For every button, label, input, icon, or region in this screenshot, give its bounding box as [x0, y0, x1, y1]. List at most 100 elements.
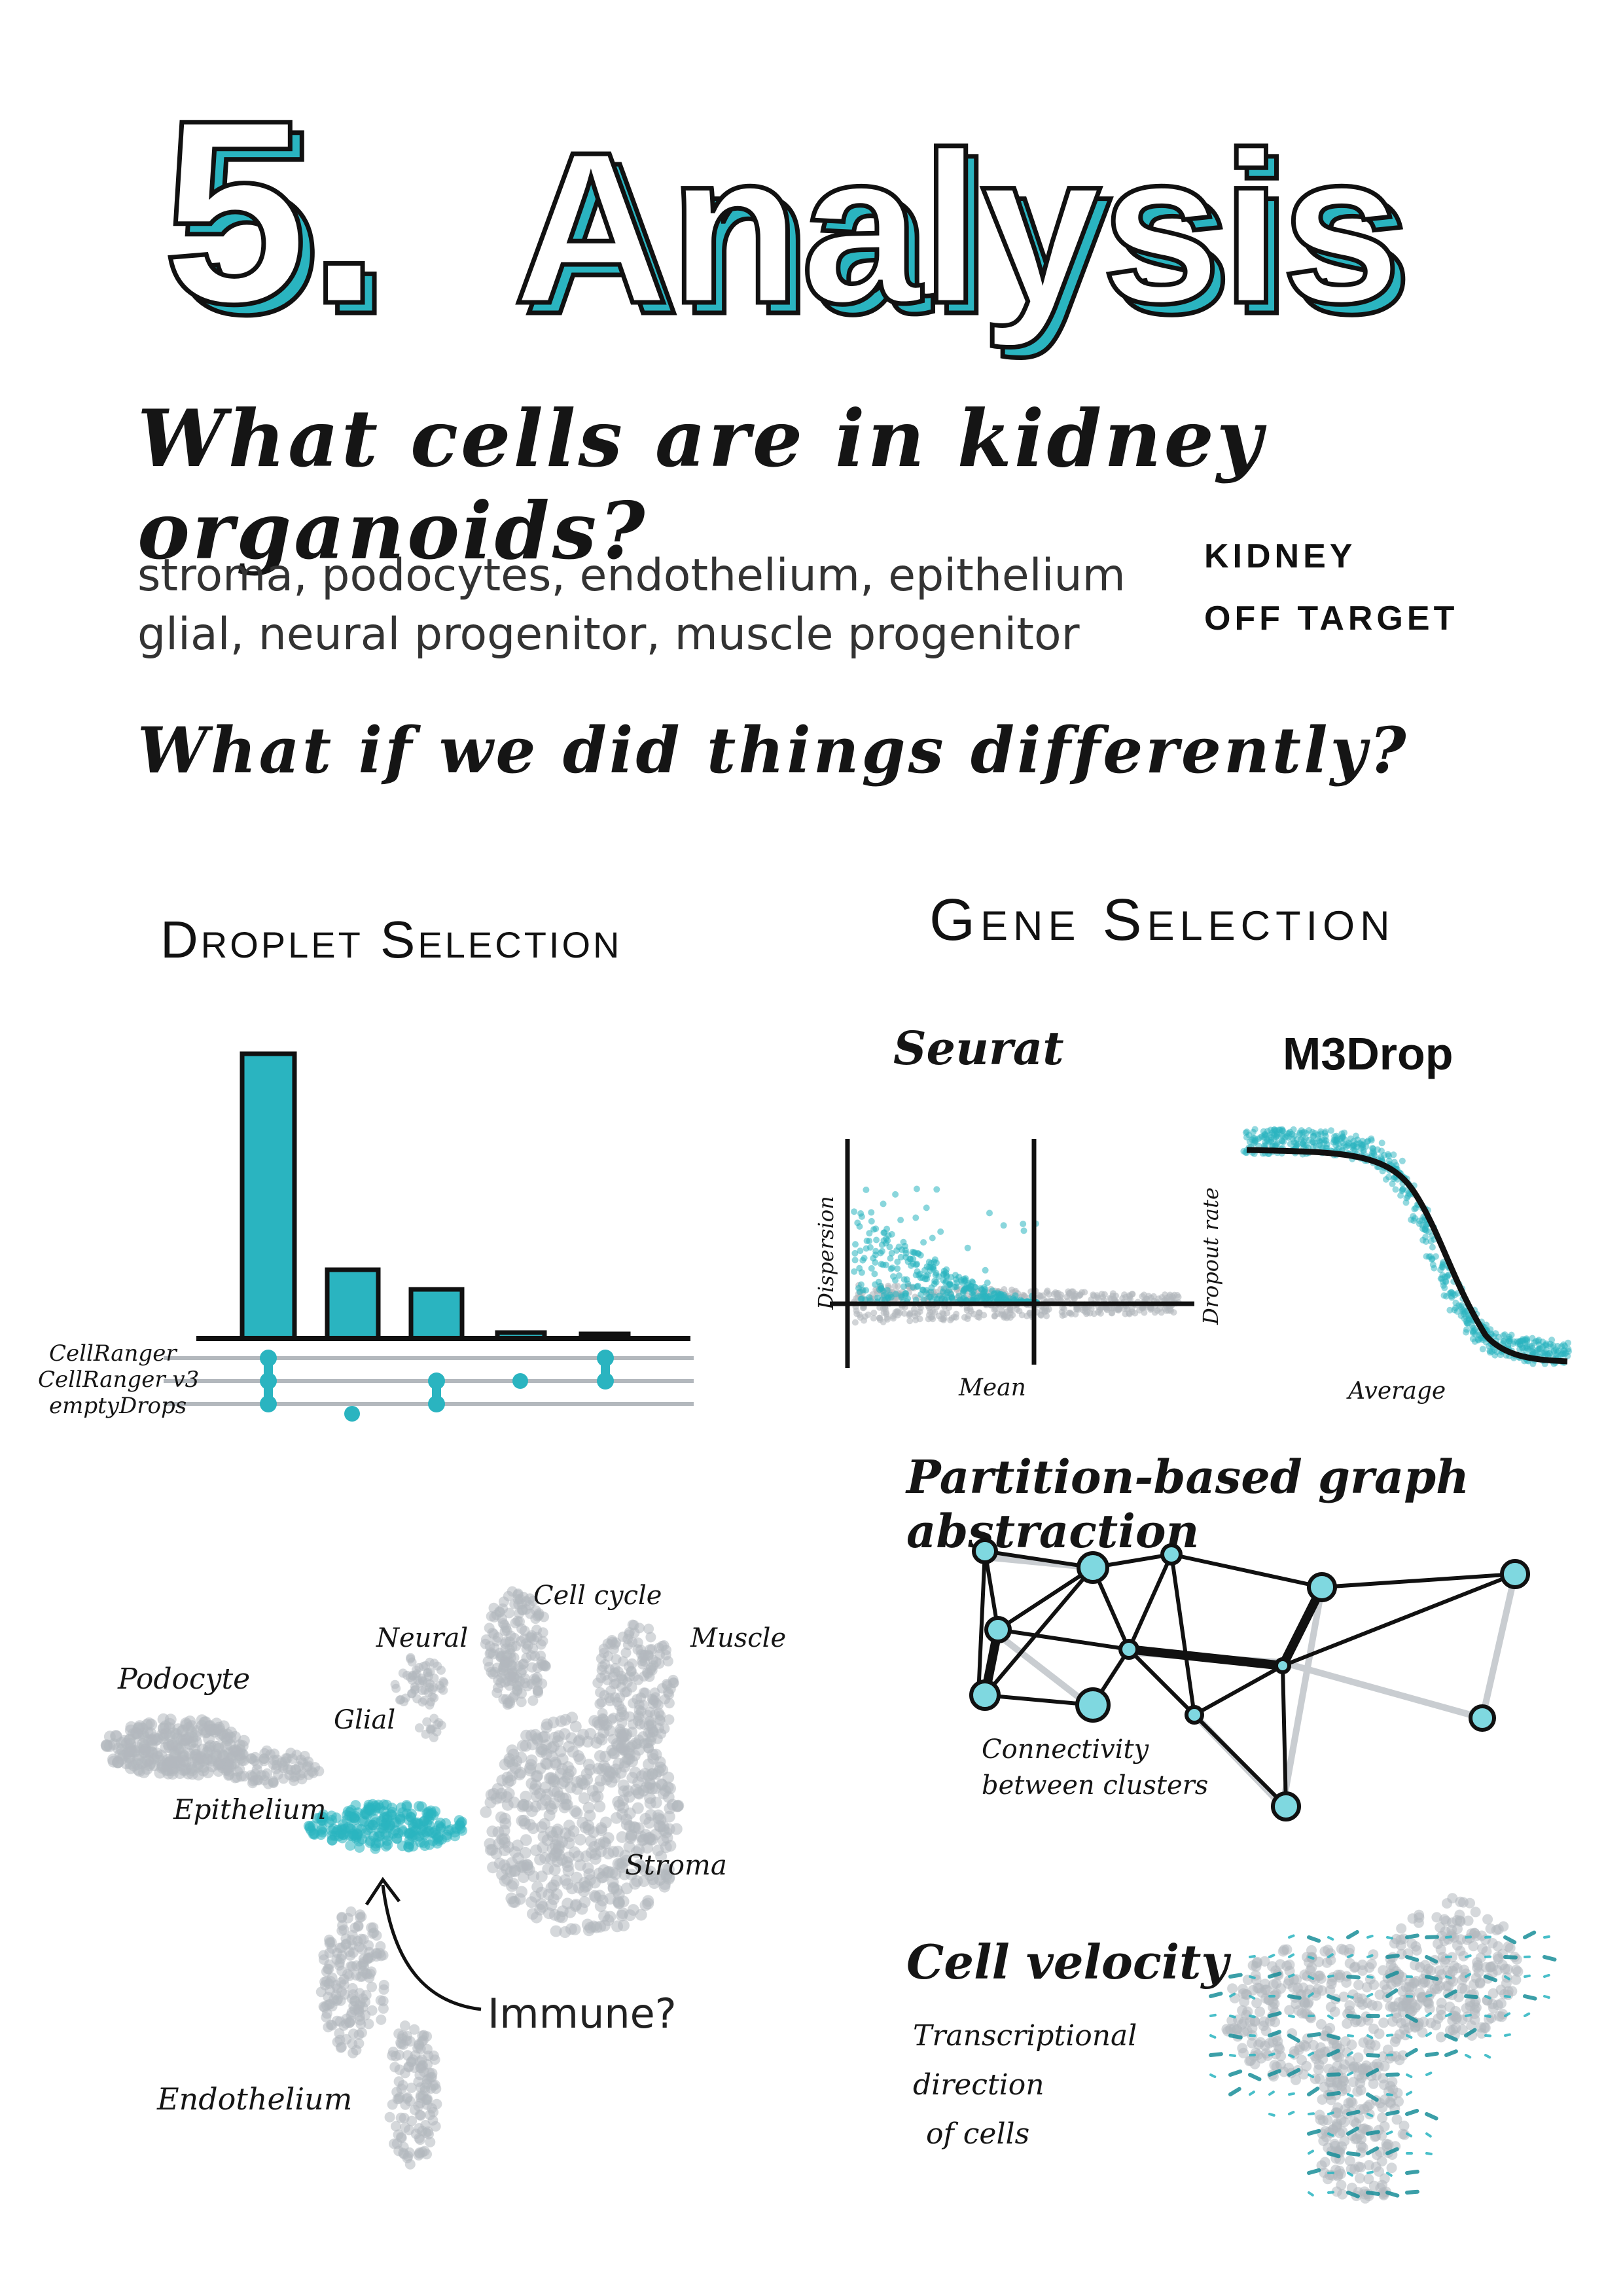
seurat-point	[931, 1309, 938, 1316]
velocity-arrow	[1308, 2191, 1314, 2197]
seurat-hvg-point	[925, 1293, 933, 1300]
velocity-cell	[1284, 2005, 1295, 2016]
velocity-cell	[1260, 2040, 1271, 2051]
seurat-hvg-point	[868, 1217, 875, 1225]
velocity-arrow	[1543, 1955, 1557, 1962]
m3drop-point	[1296, 1131, 1304, 1138]
seurat-hvg-point	[868, 1209, 875, 1216]
m3drop-point	[1389, 1180, 1396, 1187]
paga-edge	[1281, 1572, 1517, 1668]
velocity-cell	[1238, 2047, 1249, 2058]
umap-point-podocyte	[202, 1767, 214, 1778]
seurat-hvg-point	[897, 1253, 904, 1261]
paga-edge	[976, 1549, 987, 1697]
umap-point-podocyte	[137, 1766, 150, 1778]
seurat-point	[1069, 1293, 1076, 1300]
velocity-cell	[1498, 1921, 1509, 1932]
m3drop-point	[1330, 1139, 1337, 1146]
paga-edge	[1127, 1552, 1173, 1651]
seurat-point	[1043, 1307, 1050, 1314]
set-dot	[428, 1372, 445, 1390]
velocity-cell	[1382, 2044, 1393, 2055]
m3drop-point	[1536, 1345, 1543, 1352]
seurat-hvg-point	[1020, 1227, 1027, 1234]
seurat-hvg-point	[851, 1208, 858, 1215]
m3drop-point	[1290, 1126, 1297, 1133]
m3drop-point	[1463, 1329, 1470, 1336]
velocity-cell	[1391, 2051, 1402, 2062]
velocity-arrow	[1465, 2013, 1472, 2017]
velocity-arrow	[1484, 1995, 1491, 2000]
seurat-hvg-point	[863, 1186, 870, 1193]
velocity-cell	[1275, 2051, 1287, 2062]
seurat-point	[1009, 1312, 1016, 1319]
seurat-point	[940, 1316, 947, 1323]
umap-point-podocyte	[168, 1727, 180, 1740]
m3drop-point	[1294, 1141, 1301, 1148]
seurat-point	[976, 1309, 983, 1316]
seurat-point	[1129, 1308, 1136, 1316]
velocity-cell	[1315, 2114, 1326, 2125]
seurat-point	[1039, 1292, 1046, 1299]
m3drop-point	[1454, 1308, 1461, 1315]
set-dot	[260, 1372, 277, 1390]
velocity-arrow	[1308, 2073, 1315, 2079]
seurat-hvg-point	[940, 1271, 947, 1278]
velocity-arrow	[1209, 1992, 1223, 1998]
m3drop-point	[1479, 1346, 1486, 1353]
velocity-cell	[1378, 2017, 1389, 2028]
velocity-cell	[1393, 1997, 1404, 2008]
seurat-title: Seurat	[893, 1021, 1064, 1075]
seurat-point	[1163, 1307, 1169, 1314]
seurat-point	[1072, 1310, 1079, 1318]
paga-edge-strong	[1124, 1645, 1287, 1670]
velocity-arrow	[1228, 1973, 1243, 1979]
seurat-point	[1001, 1286, 1008, 1293]
velocity-cell	[1352, 2086, 1363, 2097]
paga-edge	[983, 1566, 1095, 1697]
seurat-point	[1083, 1310, 1090, 1318]
cell-types-off-target: glial, neural progenitor, muscle progeni…	[137, 609, 1080, 660]
seurat-hvg-point	[892, 1191, 899, 1198]
velocity-arrow	[1503, 1955, 1518, 1960]
seurat-point	[1056, 1293, 1063, 1300]
velocity-cell	[1347, 2097, 1358, 2108]
velocity-arrow	[1228, 2087, 1241, 2096]
paga-edge	[1320, 1572, 1517, 1589]
velocity-cell	[1372, 2000, 1383, 2011]
m3drop-point	[1399, 1157, 1406, 1164]
seurat-hvg-point	[927, 1288, 935, 1295]
seurat-point	[857, 1314, 864, 1321]
velocity-cell	[1376, 2156, 1387, 2167]
seurat-point	[1111, 1295, 1117, 1302]
umap-point-podocyte	[134, 1720, 146, 1732]
umap-point-podocyte	[238, 1734, 250, 1747]
velocity-cell	[1270, 2017, 1281, 2028]
title-word-shadow: Analysis	[524, 117, 1412, 360]
set-dot	[260, 1395, 277, 1412]
seurat-hvg-point	[886, 1244, 893, 1251]
velocity-cell	[1258, 2016, 1270, 2027]
m3drop-point	[1340, 1142, 1347, 1149]
seurat-hvg-point	[912, 1214, 919, 1221]
seurat-hvg-point	[910, 1249, 918, 1256]
m3drop-point	[1416, 1217, 1423, 1225]
m3drop-point	[1363, 1138, 1370, 1145]
velocity-arrow	[1307, 2087, 1320, 2096]
velocity-arrow	[1385, 2109, 1400, 2116]
seurat-hvg-point	[986, 1210, 993, 1217]
seurat-hvg-point	[913, 1261, 920, 1268]
m3drop-point	[1399, 1187, 1406, 1194]
seurat-hvg-point	[889, 1265, 896, 1272]
velocity-arrow	[1307, 2168, 1321, 2175]
paga-heading: Partition-based graph abstraction	[906, 1450, 1470, 1558]
velocity-arrow	[1366, 1992, 1374, 1998]
velocity-cell	[1413, 1917, 1424, 1928]
velocity-cell	[1474, 1977, 1486, 1988]
velocity-cell	[1344, 1944, 1355, 1954]
velocity-cell	[1227, 1983, 1238, 1994]
seurat-hvg-point	[857, 1247, 864, 1255]
paga-node	[1271, 1791, 1301, 1821]
